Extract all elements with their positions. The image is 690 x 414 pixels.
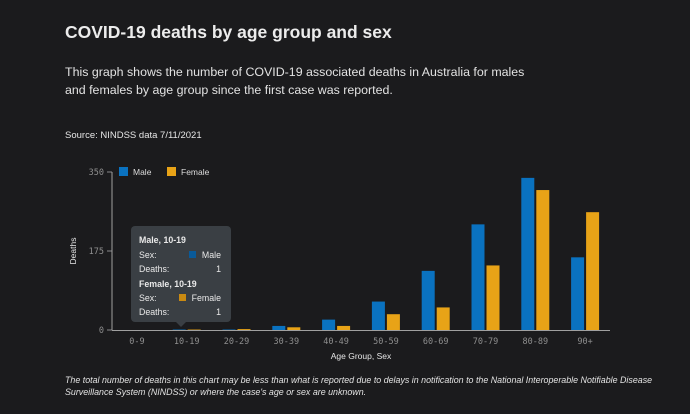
y-axis-title: Deaths: [68, 238, 78, 265]
male-bar: [421, 270, 435, 330]
x-axis-title: Age Group, Sex: [331, 351, 392, 361]
legend-male-swatch: [119, 167, 128, 176]
x-tick-label: 90+: [577, 337, 592, 347]
x-tick-label: 50-59: [373, 337, 399, 347]
x-tick-label: 0-9: [129, 337, 144, 347]
tooltip-female-deaths-label: Deaths:: [139, 307, 170, 317]
x-tick-label: 30-39: [274, 337, 300, 347]
legend-female-label: Female: [181, 167, 210, 177]
x-tick-label: 10-19: [174, 337, 200, 347]
tooltip-female-sex-label: Sex:: [139, 293, 157, 303]
chart-tooltip: Male, 10-19 Sex: Male Deaths: 1 Female, …: [131, 226, 231, 327]
x-tick-label: 40-49: [323, 337, 349, 347]
tooltip-male-sex-value: Male: [188, 250, 221, 260]
male-bar: [471, 224, 485, 330]
y-tick-label: 175: [89, 247, 104, 257]
chart-title: COVID-19 deaths by age group and sex: [65, 22, 392, 42]
tooltip-female-deaths-value: 1: [216, 307, 221, 317]
x-tick-label: 80-89: [523, 337, 549, 347]
legend-female-swatch: [167, 167, 176, 176]
male-swatch-icon: [188, 251, 196, 258]
x-tick-label: 60-69: [423, 337, 449, 347]
tooltip-male-deaths-label: Deaths:: [139, 264, 170, 274]
female-bar: [337, 325, 351, 330]
female-swatch-icon: [178, 294, 186, 301]
tooltip-female-sex-value: Female: [178, 293, 221, 303]
female-bar: [586, 212, 600, 330]
footnote: The total number of deaths in this chart…: [65, 375, 653, 397]
female-bar: [436, 307, 450, 330]
y-tick-label: 350: [89, 168, 104, 178]
tooltip-male-title: Male, 10-19: [139, 235, 186, 245]
tooltip-female-title: Female, 10-19: [139, 279, 197, 289]
male-bar: [371, 301, 385, 330]
male-bar: [571, 257, 585, 330]
x-tick-label: 70-79: [473, 337, 499, 347]
y-tick-label: 0: [99, 326, 104, 336]
male-bar: [322, 319, 336, 330]
x-tick-label: 20-29: [224, 337, 250, 347]
tooltip-male-sex-text: Male: [201, 250, 221, 260]
tooltip-female-sex-text: Female: [191, 293, 221, 303]
male-bar: [272, 325, 286, 330]
data-source: Source: NINDSS data 7/11/2021: [65, 130, 202, 141]
male-bar: [521, 177, 535, 330]
female-bar: [486, 265, 500, 330]
female-bar: [237, 329, 251, 330]
female-bar: [536, 190, 550, 330]
female-bar: [386, 314, 400, 330]
legend-male-label: Male: [133, 167, 152, 177]
tooltip-arrow-icon: [176, 322, 186, 327]
tooltip-male-deaths-value: 1: [216, 264, 221, 274]
female-bar: [287, 327, 301, 330]
tooltip-male-sex-label: Sex:: [139, 250, 157, 260]
chart-description: This graph shows the number of COVID-19 …: [65, 65, 525, 97]
